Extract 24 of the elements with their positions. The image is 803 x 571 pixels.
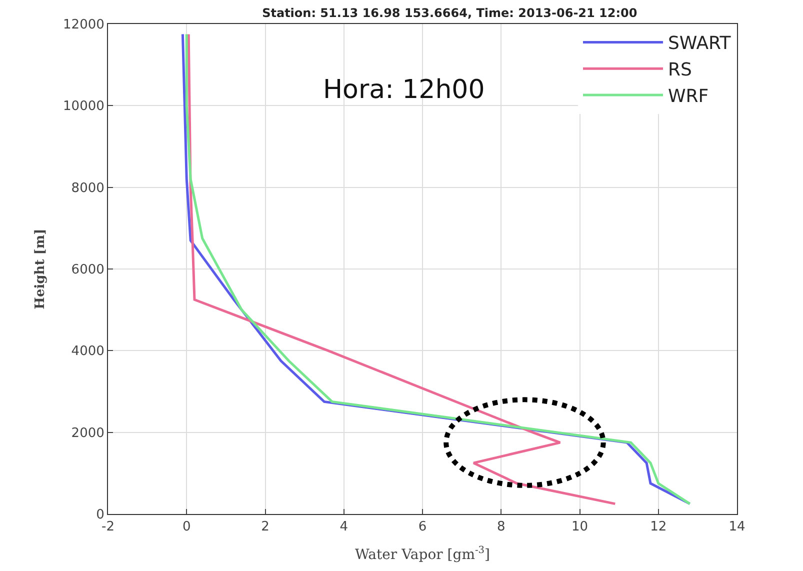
y-tick-label: 2000 [71, 426, 104, 441]
x-axis-title: Water Vapor [gm$^{-3}$] [355, 545, 490, 563]
y-tick-label: 4000 [71, 344, 104, 360]
legend-label: WRF [668, 86, 709, 108]
y-tick-label: 10000 [63, 99, 104, 114]
annotation: Hora: 12h00 [323, 75, 485, 105]
chart-title: Station: 51.13 16.98 153.6664, Time: 2013-06-21 12:00 [262, 6, 638, 20]
x-tick-label: 12 [650, 520, 667, 535]
y-tick-label: 12000 [63, 18, 104, 33]
x-tick-label: 0 [182, 520, 191, 535]
x-tick-label: 10 [571, 520, 588, 535]
legend-label: SWART [668, 33, 732, 54]
y-tick-label: 8000 [71, 180, 104, 196]
line-series [187, 32, 616, 506]
x-tick-label: 8 [496, 520, 506, 535]
x-tick-label: 2 [261, 520, 270, 535]
y-tick-label: 0 [96, 508, 104, 523]
x-tick-label: -2 [102, 520, 114, 535]
y-tick-label: 6000 [71, 262, 104, 278]
legend-label: RS [668, 60, 692, 81]
x-tick-label: 4 [340, 520, 348, 535]
x-tick-label: 14 [728, 520, 746, 535]
x-tick-label: 6 [418, 520, 427, 535]
y-axis-title: Height [m] [32, 228, 48, 310]
